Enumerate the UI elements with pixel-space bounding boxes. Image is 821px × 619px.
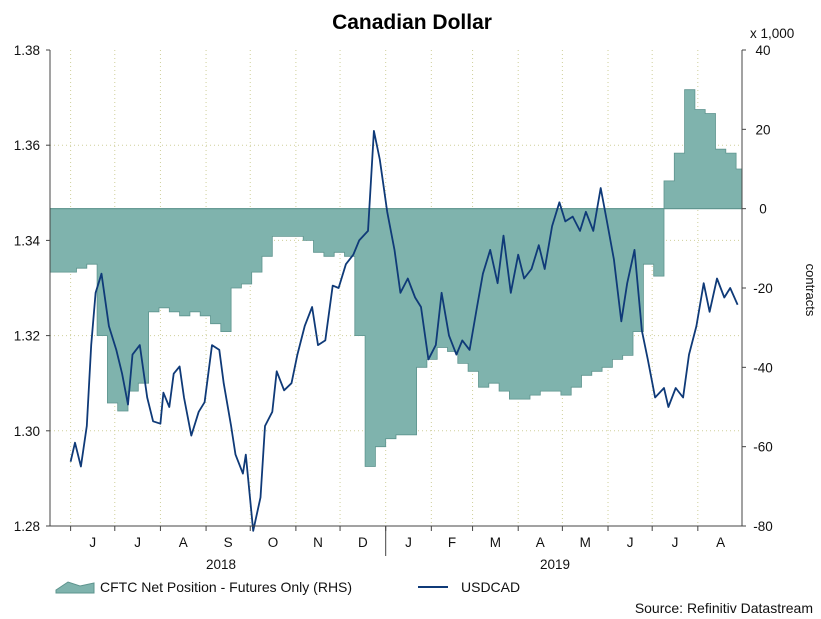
x-tick-label: D bbox=[358, 535, 368, 550]
chart-title: Canadian Dollar bbox=[332, 11, 492, 34]
left-tick-label: 1.34 bbox=[14, 233, 41, 248]
right-axis-multiplier: x 1,000 bbox=[750, 26, 794, 41]
right-tick-label: 0 bbox=[759, 202, 767, 217]
source-note: Source: Refinitiv Datastream bbox=[635, 600, 813, 616]
x-tick-label: M bbox=[580, 535, 591, 550]
right-tick-label: -80 bbox=[753, 519, 773, 534]
legend-area-swatch bbox=[55, 581, 95, 594]
x-tick-label: M bbox=[490, 535, 501, 550]
legend-area-label: CFTC Net Position - Futures Only (RHS) bbox=[100, 579, 352, 595]
x-tick-label: J bbox=[672, 535, 679, 550]
x-tick-label: N bbox=[313, 535, 323, 550]
right-tick-label: 40 bbox=[755, 43, 770, 58]
year-label-2019: 2019 bbox=[540, 557, 570, 572]
x-tick-label: O bbox=[268, 535, 279, 550]
x-tick-label: J bbox=[134, 535, 141, 550]
legend-line-label: USDCAD bbox=[461, 579, 520, 595]
right-tick-label: 20 bbox=[755, 122, 770, 137]
left-axis-ticks: 1.28 1.30 1.32 1.34 1.36 1.38 bbox=[14, 43, 50, 534]
usdcad-line-layer bbox=[69, 129, 739, 532]
right-axis-ticks: -80 -60 -40 -20 0 20 40 bbox=[742, 43, 773, 534]
left-tick-label: 1.38 bbox=[14, 43, 40, 58]
legend: CFTC Net Position - Futures Only (RHS) U… bbox=[55, 579, 520, 595]
x-tick-label: A bbox=[179, 535, 188, 550]
x-tick-label: F bbox=[448, 535, 456, 550]
right-tick-label: -20 bbox=[753, 281, 773, 296]
left-tick-label: 1.30 bbox=[14, 424, 40, 439]
usdcad-line bbox=[69, 129, 739, 532]
x-tick-label: S bbox=[224, 535, 233, 550]
x-tick-label: A bbox=[536, 535, 545, 550]
left-tick-label: 1.36 bbox=[14, 138, 40, 153]
cftc-area-layer bbox=[49, 89, 743, 467]
year-label-2018: 2018 bbox=[206, 557, 236, 572]
x-tick-label: J bbox=[405, 535, 412, 550]
right-axis-label: contracts bbox=[803, 264, 818, 317]
left-tick-label: 1.28 bbox=[14, 519, 40, 534]
right-tick-label: -40 bbox=[753, 360, 773, 375]
x-tick-label: A bbox=[716, 535, 725, 550]
x-tick-label: J bbox=[627, 535, 634, 550]
cftc-area bbox=[49, 89, 743, 467]
x-tick-label: J bbox=[89, 535, 96, 550]
right-tick-label: -60 bbox=[753, 440, 773, 455]
left-tick-label: 1.32 bbox=[14, 329, 40, 344]
